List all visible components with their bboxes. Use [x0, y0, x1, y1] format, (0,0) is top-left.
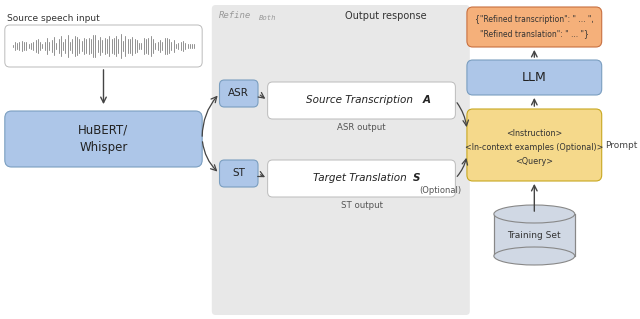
FancyBboxPatch shape	[467, 7, 602, 47]
Text: S: S	[413, 174, 420, 183]
Text: "Refined translation": " ... "}: "Refined translation": " ... "}	[480, 29, 589, 39]
Text: ASR: ASR	[228, 88, 249, 99]
Text: {"Refined transcription": " ... ",: {"Refined transcription": " ... ",	[475, 16, 594, 25]
Ellipse shape	[494, 247, 575, 265]
Text: Source speech input: Source speech input	[7, 14, 99, 23]
Text: <Instruction>: <Instruction>	[506, 129, 563, 137]
Text: ST: ST	[232, 168, 245, 179]
FancyBboxPatch shape	[5, 111, 202, 167]
Text: HuBERT/
Whisper: HuBERT/ Whisper	[78, 123, 129, 154]
Text: <Query>: <Query>	[515, 157, 554, 166]
FancyBboxPatch shape	[467, 60, 602, 95]
Text: Output response: Output response	[345, 11, 426, 21]
FancyBboxPatch shape	[268, 160, 456, 197]
FancyBboxPatch shape	[220, 80, 258, 107]
FancyBboxPatch shape	[5, 25, 202, 67]
Text: <In-context examples (Optional)>: <In-context examples (Optional)>	[465, 143, 604, 152]
Text: LLM: LLM	[522, 71, 547, 84]
Text: ASR output: ASR output	[337, 123, 386, 132]
Text: A: A	[423, 95, 431, 106]
FancyBboxPatch shape	[467, 109, 602, 181]
FancyBboxPatch shape	[268, 82, 456, 119]
Text: Refine: Refine	[218, 11, 251, 20]
Text: Prompt: Prompt	[605, 140, 638, 150]
Ellipse shape	[494, 205, 575, 223]
Text: ST output: ST output	[340, 201, 383, 210]
Text: Source Transcription: Source Transcription	[307, 95, 417, 106]
Text: Target Translation: Target Translation	[313, 174, 410, 183]
Text: (Optional): (Optional)	[419, 186, 461, 195]
Text: Both: Both	[259, 15, 276, 21]
FancyBboxPatch shape	[220, 160, 258, 187]
Text: Training Set: Training Set	[508, 231, 561, 240]
FancyBboxPatch shape	[212, 5, 470, 315]
Bar	[494, 214, 575, 256]
